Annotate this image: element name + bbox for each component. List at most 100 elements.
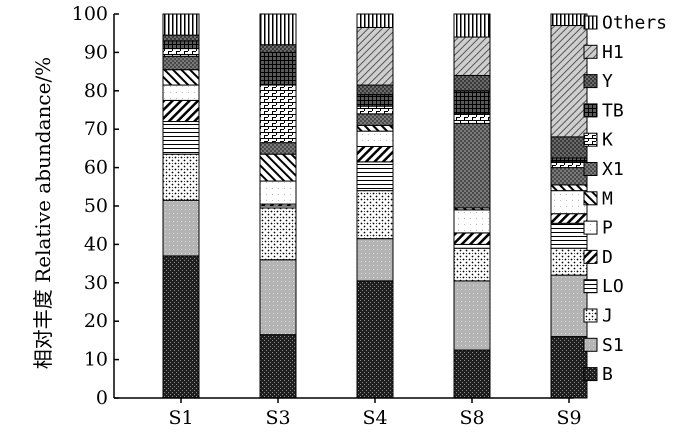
legend-label-k: K <box>602 130 613 151</box>
bar-segment-s9-others <box>550 13 588 27</box>
y-tick-label-80: 80 <box>84 80 108 102</box>
bar-segment-s4-k <box>356 105 394 115</box>
legend-label-y: Y <box>602 71 613 92</box>
bar-segment-s1-s1 <box>162 199 200 257</box>
bar-segment-s3-j <box>259 207 297 261</box>
legend-label-b: B <box>602 364 613 385</box>
y-axis: 0 10 20 30 40 50 60 70 80 90 100 <box>72 3 574 409</box>
bar-segment-s4-b <box>356 280 394 399</box>
bar-segment-s4-lo <box>356 161 394 192</box>
bar-segment-s8-s1 <box>453 280 491 351</box>
bar-segment-s4-s1 <box>356 238 394 282</box>
bar-segment-s9-k <box>550 161 588 169</box>
legend-item-x1: X1 <box>583 159 624 180</box>
bar-segment-s9-tb <box>550 157 588 163</box>
bar-segment-s3-k <box>259 84 297 144</box>
legend-item-s1: S1 <box>583 335 624 356</box>
bar-segment-s8-others <box>453 13 491 38</box>
bar-segment-s1-k <box>162 48 200 57</box>
bar-segment-s1-b <box>162 255 200 399</box>
bar-segment-s8-j <box>453 247 491 282</box>
legend-item-d: D <box>583 247 613 268</box>
y-tick-label-40: 40 <box>84 233 108 255</box>
bar-segment-s8-h1 <box>453 36 491 76</box>
bar-segment-s9-j <box>550 247 588 276</box>
bar-segment-s9-y <box>550 136 588 159</box>
bar-segment-s8-b <box>453 349 491 399</box>
bar-segment-s8-x1 <box>453 122 491 209</box>
bar-segment-s1-tb <box>162 40 200 50</box>
bar-segment-s4-x1 <box>356 113 394 126</box>
legend-item-lo: LO <box>583 276 624 297</box>
bar-segment-s3-p <box>259 180 297 205</box>
bar-segment-s1-p <box>162 84 200 101</box>
legend-item-b: B <box>583 364 613 385</box>
legend-swatch-others <box>583 15 598 30</box>
legend-swatch-p <box>583 220 598 235</box>
legend-item-others: Others <box>583 13 667 34</box>
legend-swatch-j <box>583 308 598 323</box>
legend-item-y: Y <box>583 71 613 92</box>
bar-segment-s9-lo <box>550 222 588 249</box>
legend-item-j: J <box>583 306 613 327</box>
bar-segment-s3-x1 <box>259 142 297 155</box>
bar-segment-s9-h1 <box>550 25 588 138</box>
bar-segment-s3-m <box>259 153 297 182</box>
legend-label-x1: X1 <box>602 159 624 180</box>
legend-label-tb: TB <box>602 100 624 121</box>
legend-swatch-s1 <box>583 337 598 352</box>
x-category-label-s1: S1 <box>168 407 193 427</box>
bar-segment-s8-tb <box>453 90 491 115</box>
x-category-label-s9: S9 <box>556 407 581 427</box>
bar-segment-s8-p <box>453 209 491 234</box>
legend-item-p: P <box>583 218 613 239</box>
legend-swatch-lo <box>583 279 598 294</box>
x-category-label-s8: S8 <box>459 407 484 427</box>
legend-label-p: P <box>602 218 613 239</box>
legend-item-k: K <box>583 130 613 151</box>
bar-segment-s1-m <box>162 69 200 86</box>
bar-segment-s1-y <box>162 34 200 42</box>
bar-segment-s8-d <box>453 232 491 245</box>
y-tick-label-50: 50 <box>84 195 108 217</box>
bar-segment-s4-m <box>356 124 394 132</box>
y-tick-label-10: 10 <box>84 349 108 371</box>
y-axis-label: 相对丰度 Relative abundance/% <box>31 57 55 369</box>
legend-swatch-b <box>583 367 598 382</box>
bar-segment-s3-others <box>259 13 297 46</box>
legend-swatch-tb <box>583 103 598 118</box>
x-category-labels: S1 S3 S4 S8 S9 <box>168 398 582 429</box>
y-tick-label-0: 0 <box>96 387 108 409</box>
bar-segment-s4-p <box>356 130 394 147</box>
legend-label-j: J <box>602 306 613 327</box>
bar-segment-s9-p <box>550 190 588 215</box>
bar-segment-s3-y <box>259 44 297 53</box>
y-tick-label-60: 60 <box>84 157 108 179</box>
y-tick-label-100: 100 <box>72 3 108 25</box>
x-category-label-s3: S3 <box>265 407 290 427</box>
bar-segment-s3-b <box>259 334 297 399</box>
bar-segment-s3-tb <box>259 51 297 86</box>
legend-swatch-x1 <box>583 162 598 176</box>
bar-segment-s4-d <box>356 145 394 163</box>
bar-segment-s1-others <box>162 13 200 36</box>
y-tick-label-70: 70 <box>84 118 108 140</box>
bar-segment-s4-tb <box>356 94 394 107</box>
y-tick-label-90: 90 <box>84 41 108 63</box>
legend-label-others: Others <box>602 13 667 34</box>
legend: Others H1 Y TB K X1 MPD LO J S1 B <box>583 13 667 385</box>
bar-segment-s4-y <box>356 84 394 96</box>
bar-segment-s9-s1 <box>550 274 588 338</box>
bar-segment-s9-m <box>550 184 588 192</box>
bar-segment-s1-x1 <box>162 55 200 71</box>
legend-label-lo: LO <box>602 276 624 297</box>
y-tick-label-30: 30 <box>84 272 108 294</box>
bar-segment-s9-d <box>550 213 588 224</box>
legend-label-d: D <box>602 247 613 268</box>
legend-swatch-k <box>583 132 598 147</box>
bar-segment-s4-others <box>356 13 394 28</box>
bar-segment-s1-j <box>162 153 200 201</box>
bar-segment-s9-x1 <box>550 167 588 186</box>
legend-swatch-y <box>583 74 598 89</box>
